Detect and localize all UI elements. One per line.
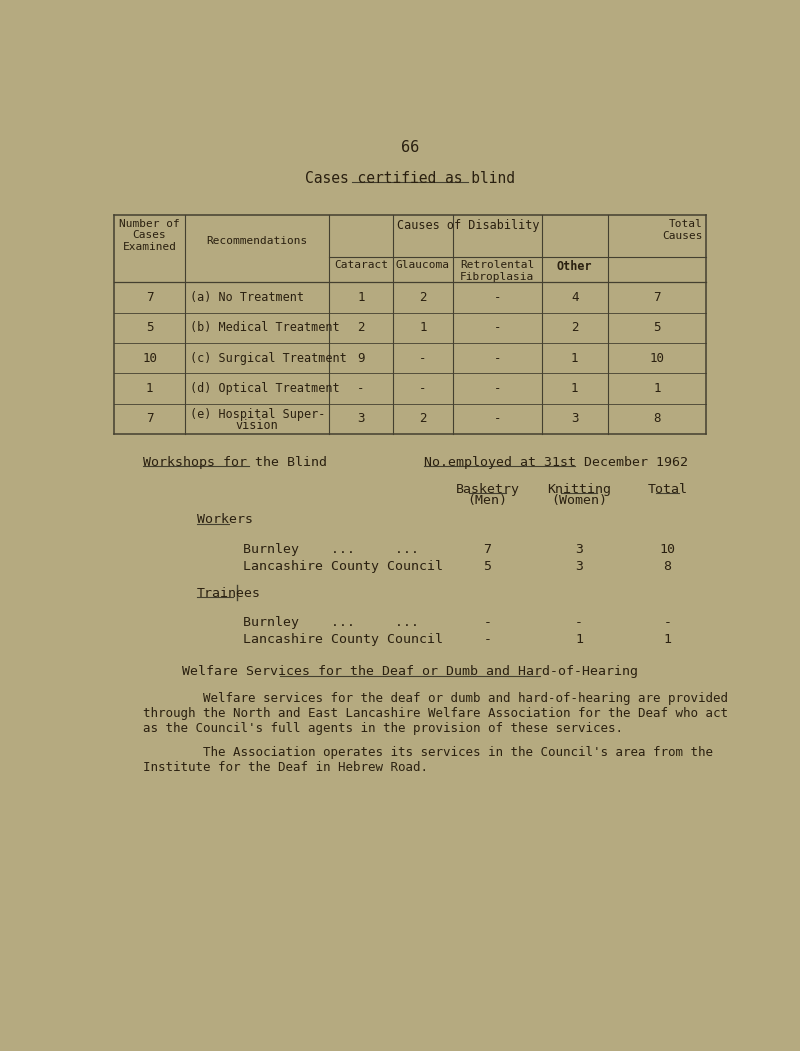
- Text: Causes of Disability: Causes of Disability: [397, 220, 539, 232]
- Text: Workers: Workers: [197, 514, 253, 527]
- Text: Cataract: Cataract: [334, 260, 388, 270]
- Text: -: -: [494, 412, 501, 426]
- Text: 10: 10: [142, 352, 157, 365]
- Text: Total
Causes: Total Causes: [662, 220, 703, 241]
- Text: 7: 7: [483, 542, 491, 556]
- Text: Trainees: Trainees: [197, 586, 261, 599]
- Text: Retrolental
Fibroplasia: Retrolental Fibroplasia: [460, 260, 534, 282]
- Text: vision: vision: [235, 418, 278, 432]
- Text: (a) No Treatment: (a) No Treatment: [190, 291, 304, 304]
- Text: 5: 5: [483, 559, 491, 573]
- Text: 3: 3: [357, 412, 365, 426]
- Text: -: -: [494, 291, 501, 304]
- Text: 3: 3: [575, 542, 583, 556]
- Text: Other: Other: [557, 260, 593, 273]
- Text: 8: 8: [653, 412, 661, 426]
- Text: -: -: [494, 383, 501, 395]
- Text: -: -: [494, 322, 501, 334]
- Text: 10: 10: [659, 542, 675, 556]
- Text: 1: 1: [146, 383, 154, 395]
- Text: -: -: [663, 616, 671, 628]
- Text: 9: 9: [357, 352, 365, 365]
- Text: 1: 1: [653, 383, 661, 395]
- Text: -: -: [483, 633, 491, 645]
- Text: (c) Surgical Treatment: (c) Surgical Treatment: [190, 352, 346, 365]
- Text: Welfare Services for the Deaf or Dumb and Hard-of-Hearing: Welfare Services for the Deaf or Dumb an…: [182, 665, 638, 678]
- Text: Total: Total: [647, 482, 687, 496]
- Text: 5: 5: [653, 322, 661, 334]
- Text: 2: 2: [419, 412, 426, 426]
- Text: Burnley    ...     ...: Burnley ... ...: [243, 616, 419, 628]
- Text: -: -: [419, 352, 426, 365]
- Text: (d) Optical Treatment: (d) Optical Treatment: [190, 383, 339, 395]
- Text: 1: 1: [419, 322, 426, 334]
- Text: Lancashire County Council: Lancashire County Council: [243, 633, 443, 645]
- Text: 66: 66: [401, 140, 419, 154]
- Text: 2: 2: [357, 322, 365, 334]
- Text: Cases certified as blind: Cases certified as blind: [305, 170, 515, 186]
- Text: 7: 7: [146, 291, 154, 304]
- Text: Workshops for the Blind: Workshops for the Blind: [142, 456, 326, 469]
- Text: 1: 1: [571, 352, 578, 365]
- Text: 1: 1: [571, 383, 578, 395]
- Text: Number of
Cases
Examined: Number of Cases Examined: [119, 219, 180, 252]
- Text: Burnley    ...     ...: Burnley ... ...: [243, 542, 419, 556]
- Text: -: -: [483, 616, 491, 628]
- Text: -: -: [357, 383, 365, 395]
- Text: Glaucoma: Glaucoma: [396, 260, 450, 270]
- Text: 5: 5: [146, 322, 154, 334]
- Text: Welfare services for the deaf or dumb and hard-of-hearing are provided
through t: Welfare services for the deaf or dumb an…: [142, 692, 728, 735]
- Text: 3: 3: [575, 559, 583, 573]
- Text: -: -: [575, 616, 583, 628]
- Text: Recommendations: Recommendations: [206, 236, 307, 246]
- Text: (Women): (Women): [551, 494, 607, 508]
- Text: 8: 8: [663, 559, 671, 573]
- Text: -: -: [419, 383, 426, 395]
- Text: 1: 1: [575, 633, 583, 645]
- Text: 7: 7: [653, 291, 661, 304]
- Text: 2: 2: [419, 291, 426, 304]
- Text: Knitting: Knitting: [547, 482, 611, 496]
- Text: Basketry: Basketry: [455, 482, 519, 496]
- Text: (Men): (Men): [467, 494, 507, 508]
- Text: 7: 7: [146, 412, 154, 426]
- Text: Lancashire County Council: Lancashire County Council: [243, 559, 443, 573]
- Text: 3: 3: [571, 412, 578, 426]
- Text: (b) Medical Treatment: (b) Medical Treatment: [190, 322, 339, 334]
- Text: 4: 4: [571, 291, 578, 304]
- Text: 2: 2: [571, 322, 578, 334]
- Text: The Association operates its services in the Council's area from the
Institute f: The Association operates its services in…: [142, 746, 713, 774]
- Text: 1: 1: [357, 291, 365, 304]
- Text: No.employed at 31st December 1962: No.employed at 31st December 1962: [424, 456, 688, 469]
- Text: (e) Hospital Super-: (e) Hospital Super-: [190, 408, 326, 420]
- Text: -: -: [494, 352, 501, 365]
- Text: 10: 10: [650, 352, 664, 365]
- Text: 1: 1: [663, 633, 671, 645]
